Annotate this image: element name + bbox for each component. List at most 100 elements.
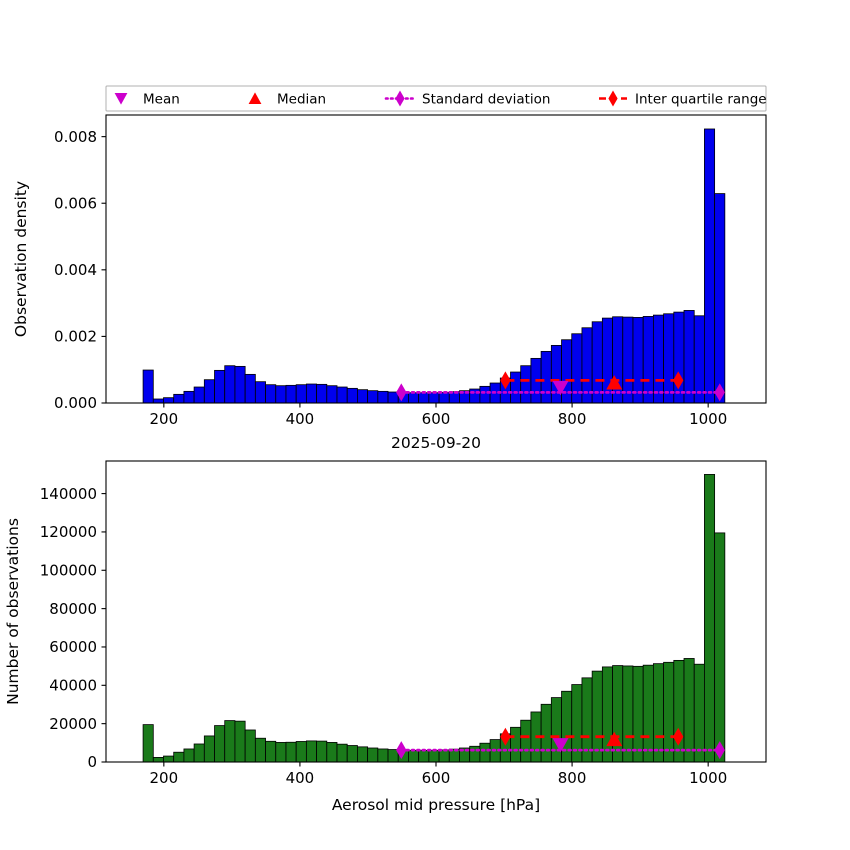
- histogram-bar: [632, 317, 644, 404]
- histogram-bar: [173, 751, 185, 763]
- bottom-panel-number-of-observations: 200 400 600 800 1000 0 20000 40000 60000 80000 100…: [4, 460, 767, 814]
- histogram-bar: [591, 321, 603, 404]
- histogram-bar: [714, 193, 726, 404]
- iqr-marker-upper: [673, 371, 684, 390]
- histogram-bar: [520, 365, 532, 404]
- histogram-bar: [408, 749, 420, 763]
- histogram-bar: [244, 373, 256, 404]
- histogram-bar: [214, 725, 226, 763]
- histogram-bar: [152, 757, 164, 763]
- legend-entry-mean[interactable]: Mean: [114, 92, 180, 108]
- legend-marker-triangle-down-icon: [114, 93, 128, 105]
- top-panel-observation-density: 200 400 600 800 10000.0000.0020.0040.0060.00…: [12, 114, 767, 452]
- histogram-bar: [601, 317, 613, 404]
- mean-marker: [552, 738, 569, 753]
- x-axis-label: Aerosol mid pressure [hPa]: [332, 796, 540, 814]
- histogram-bar: [183, 748, 195, 763]
- histogram-bar: [704, 128, 716, 404]
- histogram-bar: [295, 384, 307, 404]
- histogram-bar: [285, 741, 297, 763]
- histogram-bar: [316, 740, 328, 763]
- histogram-bar: [336, 743, 348, 763]
- histogram-bar: [173, 393, 185, 404]
- legend-entry-median[interactable]: Median: [248, 92, 327, 108]
- histogram-bar: [326, 742, 338, 763]
- histogram-bar: [336, 386, 348, 404]
- y-tick-label: 120000: [40, 523, 97, 541]
- legend-label-standard-deviation: Standard deviation: [422, 92, 550, 108]
- histogram-bar: [305, 383, 317, 404]
- histogram-bar: [663, 661, 675, 763]
- y-tick-label: 140000: [40, 485, 97, 503]
- histogram-bar: [367, 390, 379, 404]
- histogram-bar: [193, 386, 205, 404]
- legend-entry-inter-quartile-range[interactable]: Inter quartile range: [599, 90, 767, 108]
- median-marker: [606, 731, 623, 747]
- histogram-bar: [591, 670, 603, 763]
- histogram-bar: [152, 398, 164, 404]
- histogram-bar: [234, 365, 246, 404]
- x-tick-label: 1000: [689, 769, 727, 787]
- histogram-bar: [642, 316, 654, 404]
- histogram-bar: [438, 749, 450, 763]
- histogram-bar: [203, 735, 215, 763]
- histogram-bar: [438, 391, 450, 404]
- histogram-bar: [346, 745, 358, 763]
- histogram-bar: [357, 746, 369, 763]
- y-tick-label: 0.000: [54, 394, 97, 412]
- histogram-bar: [316, 383, 328, 404]
- y-tick-label: 0.002: [54, 328, 97, 346]
- histogram-bar: [632, 665, 644, 763]
- histogram-bar: [622, 665, 634, 763]
- x-axis: 200 400 600 800 1000: [150, 762, 727, 787]
- histogram-bar: [163, 397, 175, 404]
- histogram-bar: [275, 742, 287, 763]
- histogram-bar: [183, 390, 195, 404]
- histogram-bar: [326, 385, 338, 404]
- histogram-bar: [540, 350, 552, 404]
- panel-title: 2025-09-20: [391, 434, 481, 452]
- std-deviation-marker-high: [714, 741, 725, 760]
- histogram-bar: [673, 659, 685, 763]
- histogram-bar: [224, 365, 236, 404]
- x-tick-label: 600: [422, 769, 451, 787]
- histogram-bar: [652, 314, 665, 404]
- histogram-bar: [428, 749, 440, 763]
- histogram-bar: [193, 743, 205, 763]
- x-tick-label: 200: [150, 410, 179, 428]
- y-tick-label: 20000: [49, 715, 97, 733]
- iqr-marker-upper: [673, 727, 684, 746]
- x-tick-label: 400: [286, 410, 315, 428]
- y-tick-label: 0.004: [54, 261, 97, 279]
- histogram-bar: [265, 740, 277, 763]
- histogram-bar: [479, 385, 491, 404]
- y-tick-label: 0.008: [54, 128, 97, 146]
- histogram-bar: [305, 740, 317, 763]
- histogram-bar: [387, 391, 399, 404]
- y-axis-label: Observation density: [12, 181, 30, 337]
- histogram-bar: [683, 310, 695, 404]
- histogram-bar: [234, 720, 246, 763]
- histogram-bar: [346, 387, 358, 404]
- histogram-bar: [642, 664, 654, 763]
- histogram-bar: [428, 392, 440, 404]
- histogram-bar: [479, 742, 491, 763]
- histogram-bar: [408, 392, 420, 404]
- legend-marker-triangle-up-icon: [248, 92, 262, 104]
- histogram-bar: [510, 726, 522, 763]
- histogram-bar: [540, 703, 552, 763]
- histogram-bar: [663, 313, 675, 404]
- legend-entry-standard-deviation[interactable]: Standard deviation: [384, 90, 550, 108]
- y-tick-label: 80000: [49, 600, 97, 618]
- histogram-bar: [285, 384, 297, 404]
- histogram-bar: [244, 729, 256, 763]
- legend: Mean Median Standard deviation Inter quarti…: [105, 85, 767, 112]
- histogram-bar: [387, 749, 399, 763]
- y-tick-label: 0.006: [54, 194, 97, 212]
- histogram-bar: [622, 316, 634, 404]
- x-tick-label: 200: [150, 769, 179, 787]
- histogram-bar: [469, 745, 481, 763]
- histogram-bar: [550, 697, 562, 763]
- histogram-bar: [224, 720, 236, 763]
